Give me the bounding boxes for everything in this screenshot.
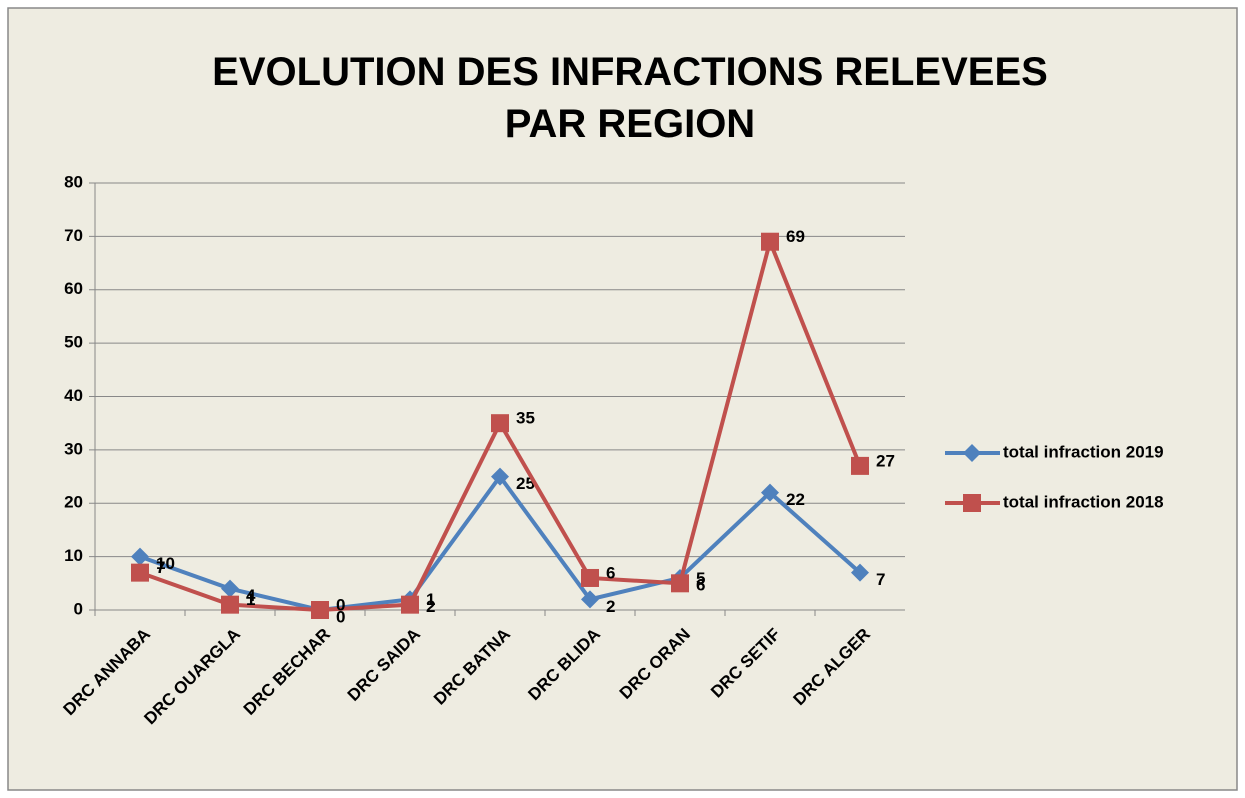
marker — [131, 563, 149, 582]
y-tick-label: 60 — [64, 279, 83, 298]
marker — [221, 579, 239, 598]
data-label: 27 — [876, 451, 895, 470]
y-tick-label: 70 — [64, 226, 83, 245]
data-label: 7 — [156, 558, 165, 577]
legend-label: total infraction 2019 — [1003, 442, 1164, 461]
legend-label: total infraction 2018 — [1003, 492, 1164, 511]
marker — [963, 494, 981, 512]
y-tick-label: 80 — [64, 172, 83, 191]
marker — [671, 574, 689, 593]
marker — [581, 590, 599, 609]
data-label: 0 — [336, 595, 345, 614]
data-label: 35 — [516, 409, 535, 428]
chart-title: EVOLUTION DES INFRACTIONS RELEVEES PAR R… — [212, 50, 1048, 146]
marker — [581, 568, 599, 587]
marker — [761, 483, 779, 502]
marker — [221, 595, 239, 614]
data-label: 69 — [786, 227, 805, 246]
data-label: 5 — [696, 569, 705, 588]
y-tick-label: 50 — [64, 333, 83, 352]
data-label: 4 — [246, 586, 256, 605]
marker — [491, 414, 509, 433]
y-tick-label: 40 — [64, 386, 83, 405]
chart-background — [7, 7, 1238, 791]
data-label: 10 — [156, 554, 175, 573]
marker — [401, 595, 419, 614]
data-label: 6 — [606, 563, 615, 582]
data-label: 2 — [606, 597, 615, 616]
marker — [131, 547, 149, 566]
data-label: 1 — [426, 590, 435, 609]
data-label: 22 — [786, 490, 805, 509]
marker — [311, 601, 329, 619]
y-tick-label: 10 — [64, 546, 83, 565]
data-label: 0 — [336, 607, 345, 626]
marker — [963, 444, 981, 462]
data-label: 6 — [696, 575, 705, 594]
marker — [851, 456, 869, 475]
y-tick-label: 30 — [64, 439, 83, 458]
marker — [851, 563, 869, 582]
marker — [761, 232, 779, 251]
y-tick-label: 20 — [64, 493, 83, 512]
data-label: 2 — [426, 597, 435, 616]
y-tick-label: 0 — [74, 599, 83, 618]
marker — [491, 467, 509, 486]
data-label: 1 — [246, 590, 255, 609]
data-label: 7 — [876, 570, 885, 589]
